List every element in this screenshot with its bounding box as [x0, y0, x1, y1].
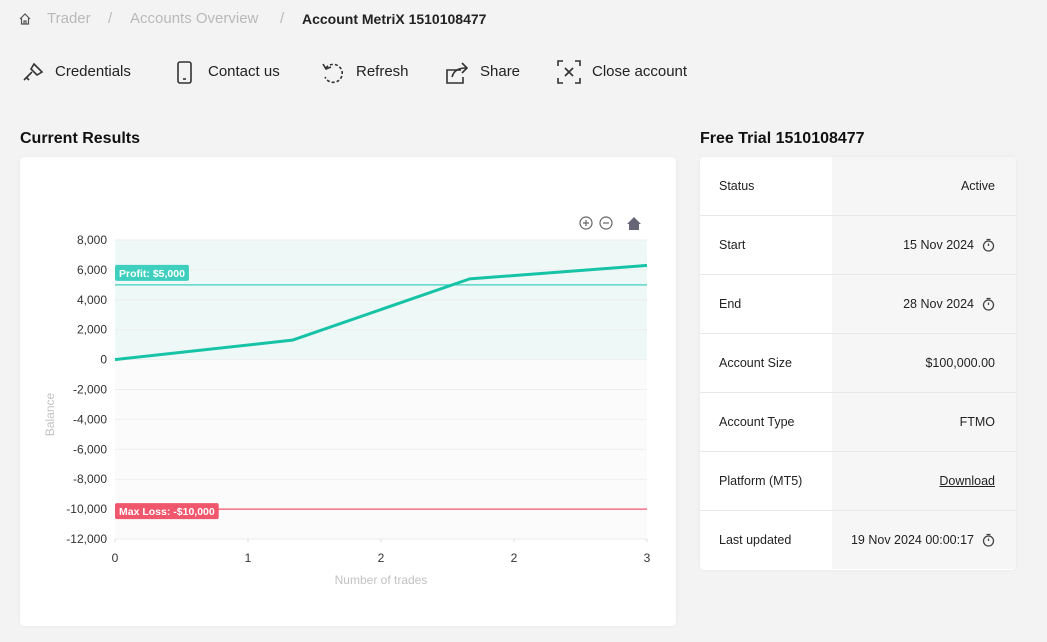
panel-title: Free Trial 1510108477 — [700, 130, 865, 147]
home-icon[interactable] — [18, 12, 32, 26]
info-value: $100,000.00 — [925, 356, 995, 370]
y-tick-label: 4,000 — [77, 293, 107, 307]
y-tick-label: -6,000 — [73, 442, 107, 456]
info-label: Platform (MT5) — [719, 474, 803, 488]
breadcrumb-link[interactable]: Trader — [47, 10, 91, 27]
close-account-button[interactable]: Close account — [592, 63, 688, 80]
chart: 8,000 6,000 4,000 2,000 0 -2,000 -4,000 -6,000 -… — [43, 216, 651, 587]
info-value: Active — [960, 179, 995, 193]
info-row: Account Size $100,000.00 — [700, 334, 1016, 393]
x-tick-label: 3 — [644, 551, 651, 565]
y-tick-label: -8,000 — [73, 472, 107, 486]
reset-zoom-icon[interactable] — [627, 217, 641, 230]
label-background — [115, 264, 189, 281]
threshold-label-text: Max Loss: -$10,000 — [119, 506, 215, 518]
credentials-button[interactable]: Credentials — [55, 63, 131, 80]
y-tick-label: 6,000 — [77, 263, 107, 277]
breadcrumb-link[interactable]: Accounts Overview — [130, 10, 259, 27]
y-tick-label: 8,000 — [77, 233, 107, 247]
breadcrumb-separator: / — [280, 10, 285, 27]
x-tick-label: 1 — [245, 551, 252, 565]
info-label: Account Size — [719, 356, 792, 370]
refresh-icon[interactable] — [320, 60, 346, 86]
y-tick-label: -10,000 — [66, 502, 107, 516]
x-axis-label: Number of trades — [335, 573, 428, 587]
close-icon[interactable] — [556, 59, 582, 85]
download-link[interactable]: Download — [939, 474, 995, 488]
contact-button[interactable]: Contact us — [208, 63, 280, 80]
info-label: Start — [719, 238, 746, 252]
y-tick-label: -4,000 — [73, 412, 107, 426]
info-row: Account Type FTMO — [700, 393, 1016, 452]
y-tick-label: -2,000 — [73, 383, 107, 397]
info-row: Status Active — [700, 157, 1016, 216]
x-tick-label: 0 — [112, 551, 119, 565]
share-icon[interactable] — [443, 60, 471, 86]
credentials-icon[interactable] — [20, 60, 46, 86]
share-button[interactable]: Share — [480, 63, 521, 80]
info-row: Last updated 19 Nov 2024 00:00:17 — [700, 511, 1016, 569]
contact-icon[interactable] — [174, 60, 196, 86]
threshold-label: Max Loss: -$10,000 — [115, 503, 219, 520]
chart-card: 8,000 6,000 4,000 2,000 0 -2,000 -4,000 -6,000 -… — [20, 157, 676, 626]
breadcrumb-separator: / — [108, 10, 113, 27]
y-tick-label: 0 — [100, 353, 107, 367]
info-value: 28 Nov 2024 — [903, 297, 974, 311]
info-label: Status — [719, 179, 755, 193]
section-title: Current Results — [20, 130, 141, 147]
x-tick-label: 2 — [511, 551, 518, 565]
y-tick-label: -12,000 — [66, 532, 107, 546]
refresh-button[interactable]: Refresh — [356, 63, 409, 80]
threshold-label: Profit: $5,000 — [115, 264, 189, 281]
info-row: Platform (MT5) Download — [700, 452, 1016, 511]
info-panel: Status Active Start 15 Nov 2024 End 28 Nov … — [700, 157, 1016, 570]
info-value: 15 Nov 2024 — [903, 238, 974, 252]
timer-icon — [982, 297, 995, 311]
timer-icon — [982, 238, 995, 252]
breadcrumb-current: Account MetriX 1510108477 — [302, 11, 487, 27]
y-axis-label: Balance — [43, 392, 57, 436]
balance-line — [114, 263, 648, 362]
info-label: Account Type — [719, 415, 795, 429]
zoom-in-icon[interactable] — [579, 216, 593, 230]
zoom-out-icon[interactable] — [599, 216, 613, 230]
info-row: End 28 Nov 2024 — [700, 275, 1016, 334]
info-row: Start 15 Nov 2024 — [700, 216, 1016, 275]
info-value: FTMO — [959, 415, 995, 429]
x-tick-label: 2 — [378, 551, 385, 565]
y-tick-label: 2,000 — [77, 323, 107, 337]
info-value: 19 Nov 2024 00:00:17 — [850, 533, 974, 547]
timer-icon — [982, 533, 995, 547]
info-label: Last updated — [719, 533, 792, 547]
info-label: End — [719, 297, 742, 311]
threshold-label-text: Profit: $5,000 — [119, 268, 185, 280]
label-background — [115, 503, 219, 520]
